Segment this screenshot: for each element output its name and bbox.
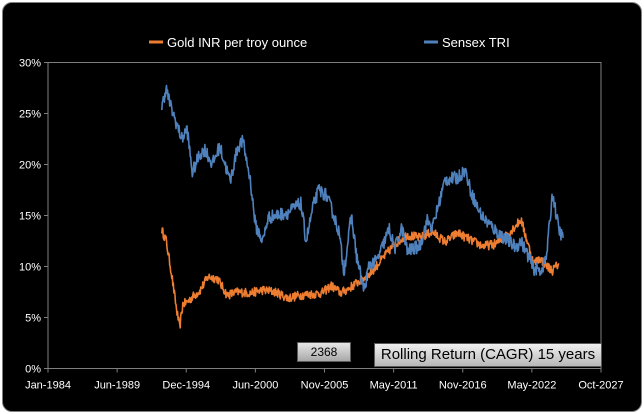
legend-label-gold: Gold INR per troy ounce: [167, 35, 307, 50]
series-line-sensex: [161, 84, 564, 292]
y-tick-label: 30%: [19, 58, 41, 70]
x-tick-label: Jan-1984: [25, 380, 71, 392]
y-tick-label: 5%: [25, 313, 41, 325]
x-tick-label: Jun-1989: [94, 380, 140, 392]
series-layer: [161, 84, 564, 329]
rolling-return-chart: Gold INR per troy ounce Sensex TRI 0% 5% 1…: [19, 35, 624, 392]
x-tick-label: May-2022: [507, 380, 556, 392]
plot-area: [47, 62, 602, 369]
x-tick-label: Oct-2027: [578, 380, 623, 392]
x-tick-label: Jun-2000: [232, 380, 278, 392]
y-tick-label: 15%: [19, 211, 41, 223]
legend-label-sensex: Sensex TRI: [442, 35, 510, 50]
legend: Gold INR per troy ounce Sensex TRI: [149, 35, 510, 50]
caption-box: Rolling Return (CAGR) 15 years: [374, 343, 602, 367]
y-tick-label: 25%: [19, 109, 41, 121]
x-tick-label: May-2011: [370, 380, 418, 392]
x-tick-label: Nov-2016: [439, 380, 487, 392]
counter-box: 2368: [297, 342, 351, 362]
x-tick-label: Nov-2005: [301, 380, 349, 392]
y-tick-label: 0%: [25, 364, 41, 376]
y-tick-label: 10%: [19, 262, 41, 274]
x-tick-label: Dec-1994: [162, 380, 210, 392]
x-axis: Jan-1984 Jun-1989 Dec-1994 Jun-2000 Nov-2005…: [25, 368, 624, 392]
series-line-gold: [161, 217, 560, 329]
y-axis: 0% 5% 10% 15% 20% 25% 30%: [19, 58, 48, 376]
y-tick-label: 20%: [19, 160, 41, 172]
